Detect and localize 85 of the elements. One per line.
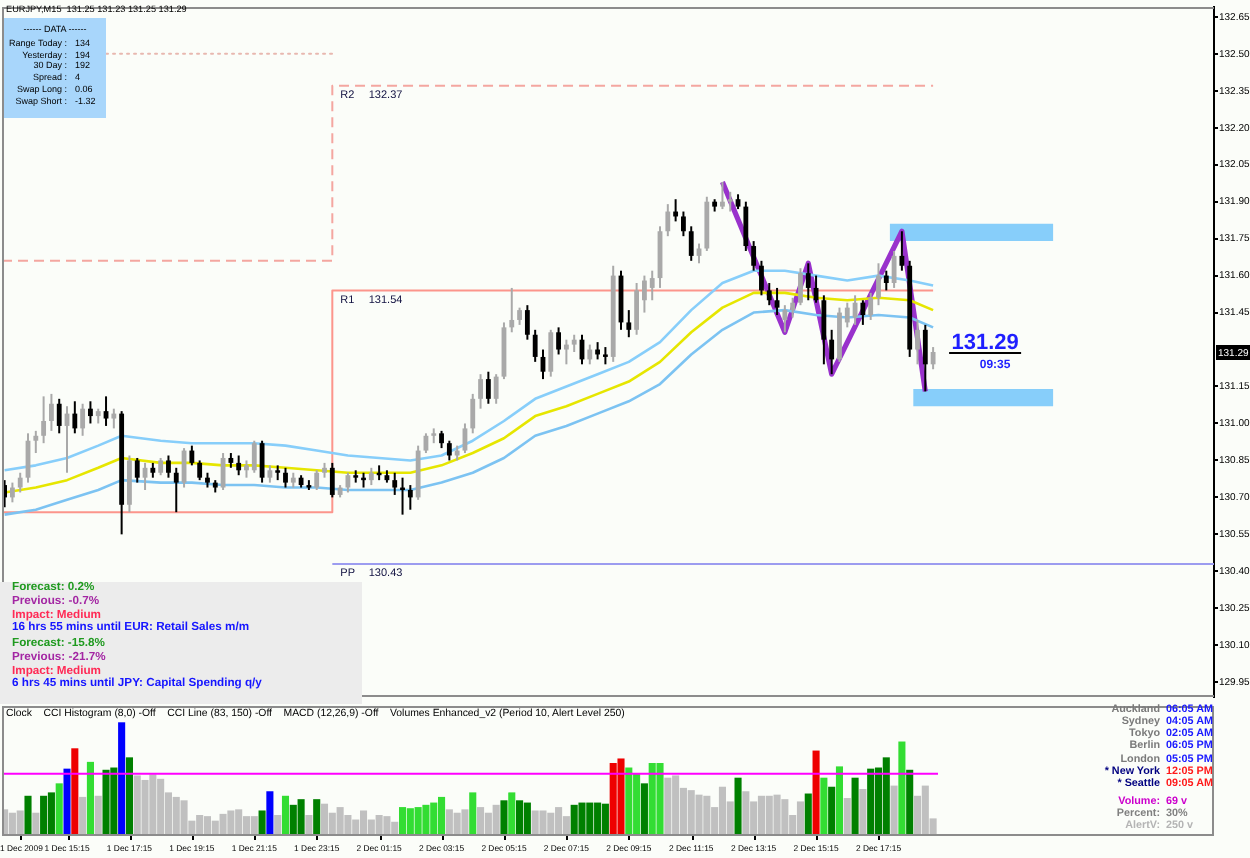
bar: [297, 799, 305, 836]
bar: [656, 762, 664, 836]
bar: [633, 773, 641, 836]
bar: [882, 757, 890, 836]
bar: [648, 762, 656, 836]
bar: [40, 795, 48, 836]
bar: [508, 792, 516, 836]
bar: [742, 791, 750, 836]
bar: [500, 800, 508, 836]
bar: [414, 807, 422, 836]
bar: [757, 795, 765, 836]
bar: [664, 777, 672, 836]
bar: [718, 786, 726, 836]
bar: [149, 774, 157, 836]
bar: [843, 798, 851, 836]
bar: [125, 757, 133, 836]
bar: [281, 795, 290, 836]
bar: [921, 785, 929, 836]
bar: [586, 802, 594, 836]
bar: [820, 777, 828, 836]
bar: [398, 807, 407, 836]
bar: [289, 804, 297, 836]
bar: [118, 722, 126, 836]
bar: [890, 785, 898, 836]
bar: [86, 761, 94, 836]
bar: [601, 803, 609, 836]
bar: [734, 777, 742, 836]
bar: [461, 809, 469, 836]
bar: [851, 777, 859, 836]
bar: [492, 804, 500, 836]
bar: [687, 790, 695, 836]
bar: [180, 800, 188, 836]
bar: [804, 793, 812, 836]
bar: [266, 791, 274, 836]
bar: [477, 807, 485, 836]
bar: [438, 796, 446, 836]
bar: [445, 809, 453, 836]
bar: [79, 796, 87, 836]
bar: [703, 795, 711, 836]
bar: [898, 741, 906, 836]
bar: [102, 769, 110, 836]
ref-line-label: 131.29: [951, 331, 1019, 355]
bar: [906, 769, 914, 836]
bar: [63, 768, 71, 836]
bar: [55, 783, 63, 836]
bar: [359, 810, 368, 836]
bar: [71, 748, 79, 836]
bar: [406, 808, 414, 836]
bar: [336, 807, 344, 836]
bar: [16, 810, 24, 836]
bar: [609, 762, 617, 836]
bar: [555, 807, 563, 836]
bar: [313, 799, 321, 836]
bar: [796, 801, 805, 836]
bar: [835, 766, 844, 836]
bar: [781, 799, 789, 836]
bar: [94, 795, 102, 836]
bar: [594, 802, 602, 836]
bar: [469, 792, 477, 836]
bar: [235, 809, 243, 836]
bar: [578, 802, 586, 836]
bar: [531, 810, 539, 836]
bar: [157, 778, 165, 836]
bar: [570, 804, 578, 836]
bar: [523, 802, 531, 836]
bar: [516, 800, 524, 836]
bar: [859, 788, 867, 836]
bar: [617, 758, 625, 836]
bar: [320, 803, 329, 836]
bar: [765, 795, 773, 836]
bar: [422, 804, 430, 836]
bar: [133, 775, 141, 836]
bar: [867, 768, 875, 836]
bar: [24, 795, 32, 836]
bar: [110, 767, 118, 836]
bar: [430, 802, 438, 836]
bar: [640, 783, 648, 836]
bar: [258, 810, 266, 836]
bar: [828, 786, 836, 836]
bar: [227, 810, 235, 836]
bar: [172, 796, 180, 836]
bar: [625, 767, 633, 836]
bar: [812, 750, 820, 836]
bar: [672, 775, 680, 836]
bar: [47, 792, 55, 836]
